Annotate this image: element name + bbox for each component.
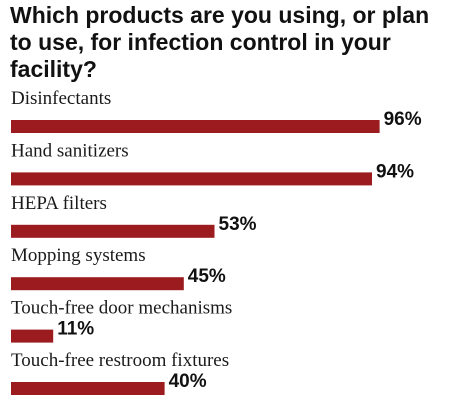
category-label-hepa-filters: HEPA filters: [11, 193, 107, 214]
category-label-disinfectants: Disinfectants: [11, 88, 111, 109]
bar-disinfectants: [11, 120, 380, 133]
category-label-touch-free-restroom-fixtures: Touch-free restroom fixtures: [11, 350, 229, 371]
bar-touch-free-door-mechanisms: [11, 329, 54, 343]
category-label-hand-sanitizers: Hand sanitizers: [11, 140, 129, 161]
value-label-hepa-filters: 53%: [219, 214, 257, 235]
value-label-mopping-systems: 45%: [188, 266, 226, 287]
bar-touch-free-restroom-fixtures: [11, 382, 165, 395]
value-label-touch-free-restroom-fixtures: 40%: [169, 371, 207, 392]
bar-hepa-filters: [11, 224, 215, 238]
category-label-touch-free-door-mechanisms: Touch-free door mechanisms: [11, 298, 232, 319]
value-label-hand-sanitizers: 94%: [376, 161, 414, 182]
value-label-disinfectants: 96%: [384, 109, 422, 130]
value-label-touch-free-door-mechanisms: 11%: [57, 319, 94, 340]
bar-mopping-systems: [11, 277, 184, 291]
category-label-mopping-systems: Mopping systems: [11, 245, 146, 266]
chart-title: Which products are you using, or plan to…: [10, 2, 430, 82]
bar-hand-sanitizers: [11, 172, 372, 186]
